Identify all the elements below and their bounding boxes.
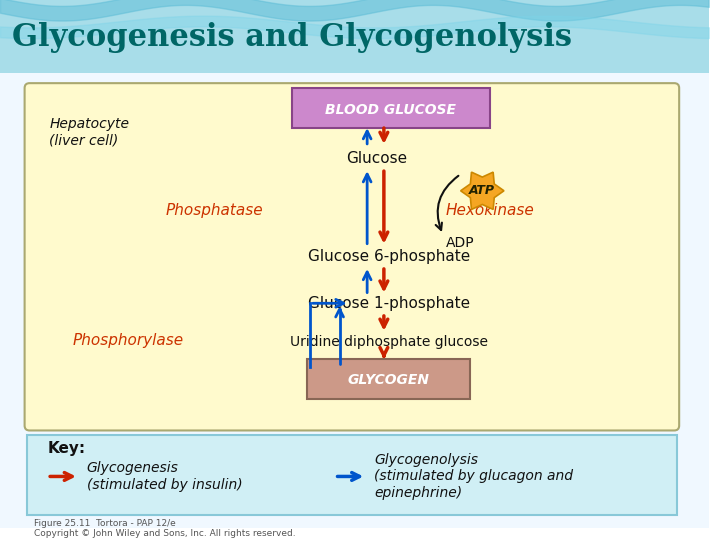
Text: Glucose: Glucose xyxy=(346,151,408,166)
FancyBboxPatch shape xyxy=(292,88,490,128)
Text: Hexokinase: Hexokinase xyxy=(446,203,534,218)
Text: Glucose 1-phosphate: Glucose 1-phosphate xyxy=(307,296,470,311)
Polygon shape xyxy=(461,172,504,210)
Text: Figure 25.11  Tortora - PAP 12/e
Copyright © John Wiley and Sons, Inc. All right: Figure 25.11 Tortora - PAP 12/e Copyrigh… xyxy=(35,518,296,538)
Text: GLYCOGEN: GLYCOGEN xyxy=(348,373,430,387)
FancyBboxPatch shape xyxy=(0,0,708,73)
Text: Glycogenolysis
(stimulated by glucagon and
epinephrine): Glycogenolysis (stimulated by glucagon a… xyxy=(374,453,573,500)
Text: Uridine diphosphate glucose: Uridine diphosphate glucose xyxy=(290,335,488,349)
FancyBboxPatch shape xyxy=(0,73,708,528)
FancyBboxPatch shape xyxy=(307,359,470,399)
FancyBboxPatch shape xyxy=(27,435,678,515)
Text: ADP: ADP xyxy=(446,235,475,249)
Text: Phosphorylase: Phosphorylase xyxy=(73,333,184,348)
Text: Glucose 6-phosphate: Glucose 6-phosphate xyxy=(307,249,470,264)
Text: Key:: Key: xyxy=(48,441,86,456)
Text: Glycogenesis and Glycogenolysis: Glycogenesis and Glycogenolysis xyxy=(12,22,572,53)
Text: Hepatocyte
(liver cell): Hepatocyte (liver cell) xyxy=(49,117,129,147)
Text: ATP: ATP xyxy=(469,184,495,197)
Text: BLOOD GLUCOSE: BLOOD GLUCOSE xyxy=(325,103,456,117)
Text: Phosphatase: Phosphatase xyxy=(166,203,264,218)
Text: Glycogenesis
(stimulated by insulin): Glycogenesis (stimulated by insulin) xyxy=(86,461,242,491)
FancyBboxPatch shape xyxy=(24,83,679,430)
